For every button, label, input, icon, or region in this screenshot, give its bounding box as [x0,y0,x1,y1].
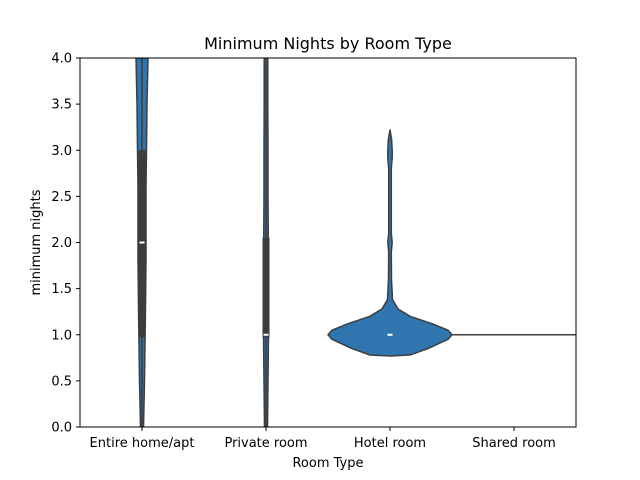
x-tick-label: Shared room [472,436,556,451]
violin-median [139,241,145,244]
x-axis: Entire home/apt Private room Hotel room Sha… [90,427,556,451]
x-tick-label: Private room [224,436,307,451]
y-tick-label: 1.5 [51,282,72,297]
y-tick-label: 0.0 [51,421,72,436]
x-tick-label: Entire home/apt [90,436,195,451]
violin-iqr-box [138,150,146,338]
violin-body [327,129,453,357]
y-tick-label: 1.0 [51,328,72,343]
y-tick-label: 3.5 [51,98,72,113]
y-tick-label: 4.0 [51,52,72,67]
violin-median [263,333,269,336]
x-axis-title: Room Type [292,456,363,471]
plot-body [135,58,576,427]
plot-marks [135,58,576,427]
y-tick-label: 0.5 [51,374,72,389]
y-tick-label: 2.5 [51,190,72,205]
y-tick-label: 3.0 [51,144,72,159]
y-axis: 0.0 0.5 1.0 1.5 2.0 2.5 3.0 3.5 4.0 [51,52,80,436]
violin-median [387,333,393,336]
y-axis-title: minimum nights [29,189,44,295]
plot-frame [79,57,577,428]
violin-iqr-box [262,237,270,338]
y-tick-label: 2.0 [51,236,72,251]
chart-title: Minimum Nights by Room Type [204,34,452,53]
x-tick-label: Hotel room [354,436,426,451]
